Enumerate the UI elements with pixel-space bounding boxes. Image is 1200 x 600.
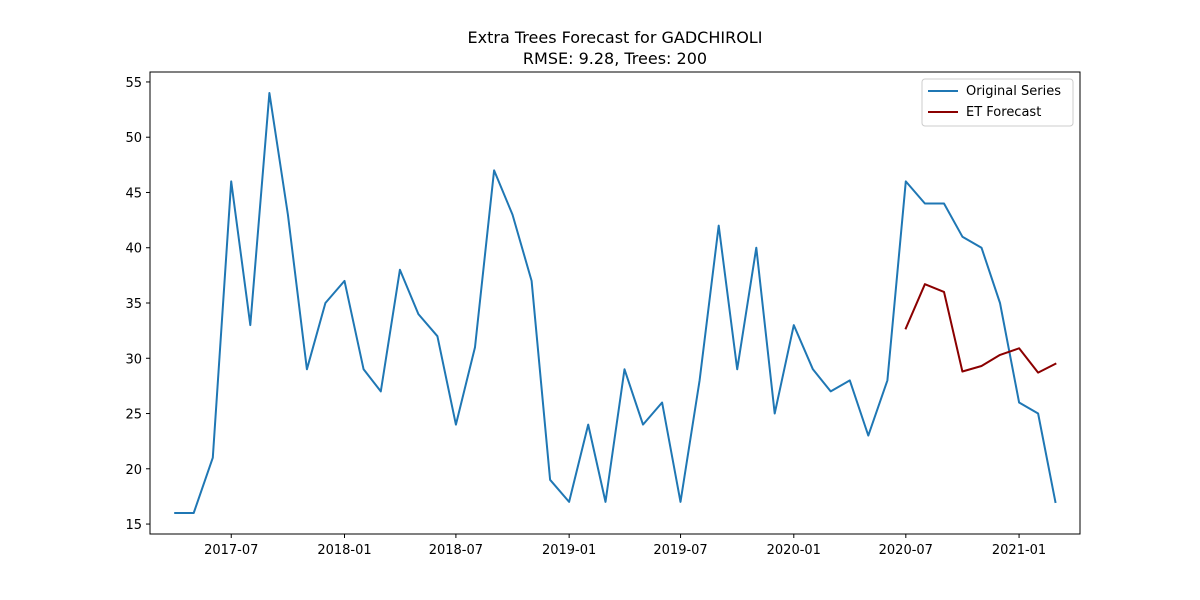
- x-tick-label: 2018-01: [317, 543, 371, 558]
- y-tick-label: 40: [125, 242, 142, 257]
- legend-label-et-forecast: ET Forecast: [966, 105, 1041, 120]
- x-tick-label: 2021-01: [992, 543, 1046, 558]
- series-line-et-forecast: [904, 283, 1057, 374]
- y-tick-label: 30: [125, 352, 142, 367]
- x-tick-label: 2019-01: [542, 543, 596, 558]
- y-tick-label: 20: [125, 463, 142, 478]
- y-tick-label: 45: [125, 186, 142, 201]
- legend: Original Series ET Forecast: [921, 78, 1074, 127]
- axes: 15 20 25 30 35 40 45 50 55 2017-07 2018-01 2018-07 2…: [125, 76, 1046, 558]
- plot-series: [174, 92, 1057, 514]
- y-tick-label: 25: [125, 408, 142, 423]
- y-tick-label: 15: [125, 518, 142, 533]
- x-tick-label: 2020-01: [767, 543, 821, 558]
- plot-frame: [149, 71, 1081, 535]
- x-tick-label: 2018-07: [429, 543, 483, 558]
- y-tick-label: 50: [125, 131, 142, 146]
- x-tick-label: 2017-07: [204, 543, 258, 558]
- y-tick-label: 55: [125, 76, 142, 91]
- chart-title: Extra Trees Forecast for GADCHIROLI: [468, 28, 763, 47]
- legend-box: [921, 78, 1074, 127]
- series-line-original-series: [174, 92, 1057, 514]
- x-tick-label: 2020-07: [879, 543, 933, 558]
- chart-subtitle: RMSE: 9.28, Trees: 200: [523, 49, 707, 68]
- legend-label-original-series: Original Series: [966, 84, 1061, 99]
- x-tick-label: 2019-07: [653, 543, 707, 558]
- y-tick-label: 35: [125, 297, 142, 312]
